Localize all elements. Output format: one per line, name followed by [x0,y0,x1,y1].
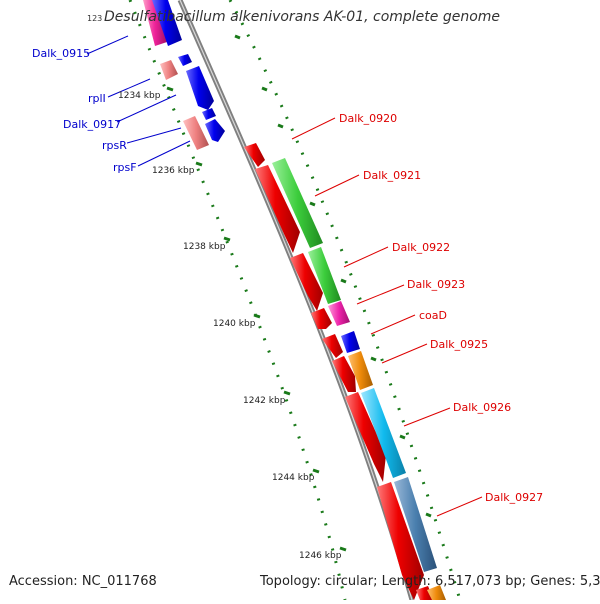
gene-label[interactable]: Dalk_0926 [453,401,511,414]
title-prefix: 123 [87,14,103,23]
function-feature-magenta[interactable] [328,301,350,326]
label-line [356,284,405,305]
function-feature-green[interactable] [272,158,323,248]
forward-features [143,0,225,150]
function-feature-orange[interactable] [427,585,446,600]
label-line [291,117,336,140]
gene-feature-red[interactable] [345,392,386,482]
gene-feature-red[interactable] [332,356,356,392]
tick-labels: 1234 kbp 1236 kbp 1238 kbp 1240 kbp 1242… [118,91,342,561]
tick-label: 1242 kbp [243,396,286,406]
function-feature-blue[interactable] [341,331,360,353]
map-title: Desulfatibacillum alkenivorans AK-01, co… [104,9,501,25]
tick-mark [340,278,347,284]
tick-mark [166,86,174,92]
gene-label[interactable]: Dalk_0921 [363,169,421,182]
gene-feature-blue[interactable] [186,66,214,110]
genome-summary-text: Topology: circular; Length: 6,517,073 bp… [260,574,600,589]
gene-feature-red[interactable] [322,334,343,358]
gene-label[interactable]: Dalk_0927 [485,491,543,504]
left-label-lines [86,35,191,167]
label-line [126,127,182,144]
gene-label[interactable]: Dalk_0920 [339,112,397,125]
gene-feature-rna-salmon[interactable] [160,60,178,80]
function-feature-cyan[interactable] [361,388,406,478]
reverse-features [244,143,434,600]
function-track [272,158,446,600]
tick-mark [425,512,432,518]
function-feature-green[interactable] [308,247,341,304]
genome-backbone-highlight [179,0,413,601]
gene-feature-red[interactable] [377,482,424,600]
gene-feature-rna-salmon[interactable] [183,116,209,150]
gene-feature-red[interactable] [290,253,323,311]
tick-label: 1234 kbp [118,91,161,101]
tick-label: 1240 kbp [213,319,256,329]
right-label-lines [291,117,483,517]
tick-mark [277,123,284,129]
genome-backbone [177,0,415,601]
label-line [343,246,389,268]
gene-feature-red[interactable] [255,165,300,253]
tick-label: 1244 kbp [272,473,315,483]
gene-feature-red[interactable] [311,308,332,329]
tick-mark [339,546,347,552]
function-feature-orange[interactable] [348,351,373,390]
label-line [370,314,416,335]
tick-label: 1246 kbp [299,551,342,561]
gene-feature-red[interactable] [244,143,265,167]
tick-mark [223,236,231,242]
label-line [314,174,360,197]
label-line [137,140,191,167]
gene-label[interactable]: Dalk_0923 [407,278,465,291]
gene-feature-blue[interactable] [205,119,225,142]
left-gene-labels: Dalk_0915 rplI Dalk_0917 rpsR rpsF [32,47,137,174]
gene-label[interactable]: Dalk_0915 [32,47,90,60]
function-feature-steel[interactable] [394,477,437,572]
label-line [403,407,451,427]
tick-mark [312,468,320,474]
tick-mark [234,34,241,40]
gene-feature-blue[interactable] [152,0,182,46]
tick-mark [261,86,268,92]
gene-label[interactable]: Dalk_0917 [63,118,121,131]
gene-label[interactable]: Dalk_0922 [392,241,450,254]
accession-text: Accession: NC_011768 [9,574,157,589]
right-gene-labels: Dalk_0920 Dalk_0921 Dalk_0922 Dalk_0923 … [339,112,543,504]
label-line [107,78,151,98]
gene-label[interactable]: rplI [88,92,106,105]
tick-label: 1236 kbp [152,166,195,176]
tick-mark [195,161,203,167]
tick-mark [370,356,377,362]
label-line [86,35,129,55]
gene-feature-rna-pink[interactable] [143,0,167,46]
tick-mark [253,313,261,319]
gene-label[interactable]: rpsF [113,161,137,174]
tick-mark [283,390,291,396]
gene-label[interactable]: rpsR [102,139,127,152]
gene-label[interactable]: Dalk_0925 [430,338,488,351]
gene-feature-blue[interactable] [178,54,192,66]
tick-label: 1238 kbp [183,242,226,252]
tick-mark [399,434,406,440]
gene-feature-blue[interactable] [202,108,216,120]
label-line [381,343,428,364]
tick-mark [309,201,316,207]
label-line [436,496,483,517]
label-line [116,94,177,123]
gene-label[interactable]: coaD [419,309,447,322]
tick-marks [166,34,432,552]
